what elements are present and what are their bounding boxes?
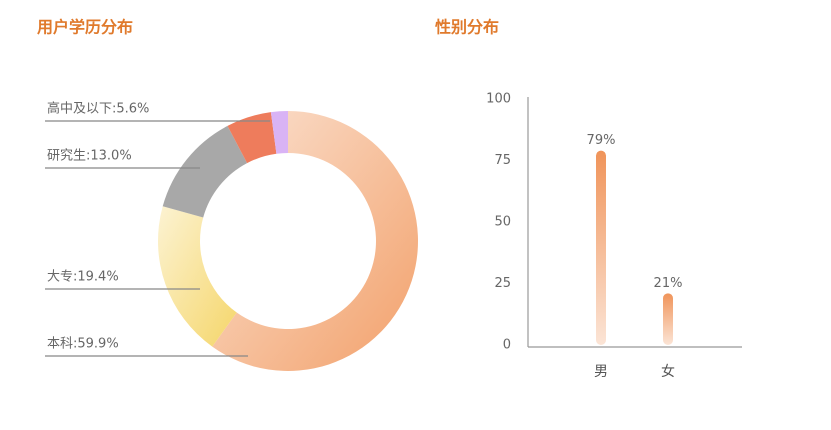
- slice-label: 高中及以下:5.6%: [47, 101, 149, 117]
- x-tick-label: 男: [594, 364, 608, 380]
- chart-title: 性别分布: [435, 18, 499, 37]
- donut-slice: [227, 112, 277, 164]
- bar: [596, 150, 606, 345]
- slice-label: 本科:59.9%: [47, 337, 119, 352]
- x-tick-label: 女: [661, 363, 675, 380]
- donut-slice: [158, 206, 237, 347]
- y-tick-label: 50: [494, 215, 511, 230]
- donut-slice: [270, 111, 288, 154]
- donut-slice: [212, 111, 418, 371]
- slice-label: 研究生:13.0%: [47, 149, 132, 164]
- slice-label: 大专:19.4%: [47, 270, 119, 285]
- y-tick-label: 25: [494, 276, 511, 291]
- y-tick-label: 75: [494, 153, 511, 168]
- chart-title: 用户学历分布: [37, 18, 133, 37]
- y-tick-label: 100: [486, 92, 511, 107]
- donut-slice: [162, 125, 248, 218]
- value-label: 21%: [654, 276, 683, 291]
- bar: [663, 293, 673, 345]
- value-label: 79%: [587, 133, 616, 148]
- y-tick-label: 0: [503, 338, 511, 353]
